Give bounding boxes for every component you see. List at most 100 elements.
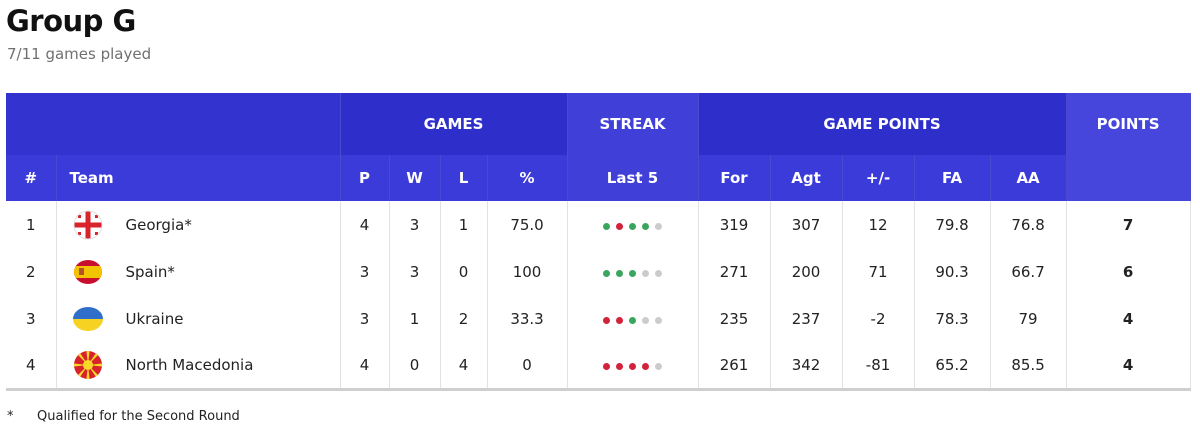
rank-cell: 3 bbox=[6, 295, 57, 342]
losses-cell: 1 bbox=[440, 201, 488, 248]
group-header-game-points: GAME POINTS bbox=[698, 93, 1067, 155]
table-row[interactable]: 1 Georgia* 4 3 1 75.0 319 307 12 79.8 76.8 7 bbox=[6, 201, 1191, 248]
for-cell: 261 bbox=[698, 342, 771, 389]
footnote-text: Qualified for the Second Round bbox=[37, 409, 240, 424]
played-cell: 4 bbox=[340, 342, 390, 389]
for-cell: 235 bbox=[698, 295, 771, 342]
col-header-played[interactable]: P bbox=[340, 155, 390, 201]
team-name[interactable]: Georgia* bbox=[125, 215, 192, 234]
streak-dot bbox=[616, 222, 624, 230]
streak-dots bbox=[603, 362, 663, 370]
pct-cell: 0 bbox=[487, 342, 568, 389]
losses-cell: 2 bbox=[440, 295, 488, 342]
for-cell: 271 bbox=[698, 248, 771, 295]
streak-dot bbox=[603, 316, 611, 324]
col-header-last5[interactable]: Last 5 bbox=[567, 155, 699, 201]
streak-dots bbox=[603, 269, 663, 277]
streak-dot bbox=[655, 362, 663, 370]
ukraine-flag-icon bbox=[70, 301, 106, 337]
spain-flag-icon bbox=[70, 254, 106, 290]
rank-cell: 2 bbox=[6, 248, 57, 295]
diff-cell: 12 bbox=[842, 201, 915, 248]
streak-dot bbox=[603, 362, 611, 370]
fa-cell: 78.3 bbox=[914, 295, 991, 342]
wins-cell: 3 bbox=[389, 248, 441, 295]
against-cell: 200 bbox=[770, 248, 843, 295]
col-header-aa[interactable]: AA bbox=[990, 155, 1067, 201]
col-header-pct[interactable]: % bbox=[487, 155, 568, 201]
fa-cell: 65.2 bbox=[914, 342, 991, 389]
streak-dot bbox=[616, 269, 624, 277]
team-cell[interactable]: Ukraine bbox=[56, 295, 341, 342]
losses-cell: 0 bbox=[440, 248, 488, 295]
team-name[interactable]: Spain* bbox=[125, 262, 175, 281]
against-cell: 342 bbox=[770, 342, 843, 389]
streak-dots bbox=[603, 316, 663, 324]
fa-cell: 79.8 bbox=[914, 201, 991, 248]
group-header-points: POINTS bbox=[1066, 93, 1191, 155]
col-header-losses[interactable]: L bbox=[440, 155, 488, 201]
streak-dot bbox=[616, 362, 624, 370]
aa-cell: 79 bbox=[990, 295, 1067, 342]
team-cell[interactable]: Georgia* bbox=[56, 201, 341, 248]
fa-cell: 90.3 bbox=[914, 248, 991, 295]
streak-cell bbox=[567, 248, 699, 295]
team-cell[interactable]: North Macedonia bbox=[56, 342, 341, 389]
col-header-rank[interactable]: # bbox=[6, 155, 57, 201]
aa-cell: 76.8 bbox=[990, 201, 1067, 248]
streak-dot bbox=[603, 222, 611, 230]
streak-dot bbox=[603, 269, 611, 277]
streak-dots bbox=[603, 222, 663, 230]
team-name[interactable]: North Macedonia bbox=[125, 355, 254, 374]
played-cell: 3 bbox=[340, 248, 390, 295]
standings-table: GAMES STREAK GAME POINTS POINTS # Team P… bbox=[6, 93, 1191, 391]
north-macedonia-flag-icon bbox=[70, 347, 106, 383]
losses-cell: 4 bbox=[440, 342, 488, 389]
pct-cell: 75.0 bbox=[487, 201, 568, 248]
wins-cell: 1 bbox=[389, 295, 441, 342]
streak-dot bbox=[616, 316, 624, 324]
streak-dot bbox=[642, 316, 650, 324]
streak-dot bbox=[629, 362, 637, 370]
group-header-streak: STREAK bbox=[567, 93, 699, 155]
table-row[interactable]: 4 North Macedonia 4 0 4 0 261 342 -81 65.2 85.5 4 bbox=[6, 342, 1191, 389]
group-header-games: GAMES bbox=[340, 93, 568, 155]
col-header-wins[interactable]: W bbox=[389, 155, 441, 201]
pct-cell: 33.3 bbox=[487, 295, 568, 342]
diff-cell: -2 bbox=[842, 295, 915, 342]
diff-cell: -81 bbox=[842, 342, 915, 389]
col-header-fa[interactable]: FA bbox=[914, 155, 991, 201]
games-played-subtitle: 7/11 games played bbox=[7, 45, 152, 63]
points-cell: 6 bbox=[1066, 248, 1191, 295]
streak-dot bbox=[629, 316, 637, 324]
streak-dot bbox=[642, 362, 650, 370]
against-cell: 237 bbox=[770, 295, 843, 342]
footnote: * Qualified for the Second Round bbox=[7, 409, 240, 424]
col-header-team[interactable]: Team bbox=[56, 155, 341, 201]
streak-dot bbox=[655, 269, 663, 277]
col-header-for[interactable]: For bbox=[698, 155, 771, 201]
played-cell: 3 bbox=[340, 295, 390, 342]
for-cell: 319 bbox=[698, 201, 771, 248]
table-row[interactable]: 2 Spain* 3 3 0 100 271 200 71 90.3 66.7 6 bbox=[6, 248, 1191, 295]
page-title: Group G bbox=[6, 4, 136, 38]
col-header-diff[interactable]: +/- bbox=[842, 155, 915, 201]
played-cell: 4 bbox=[340, 201, 390, 248]
streak-dot bbox=[642, 269, 650, 277]
rank-cell: 4 bbox=[6, 342, 57, 389]
streak-dot bbox=[629, 269, 637, 277]
team-cell[interactable]: Spain* bbox=[56, 248, 341, 295]
col-header-points-blank bbox=[1066, 155, 1191, 201]
column-header-row: # Team P W L % Last 5 For Agt +/- FA AA bbox=[6, 155, 1191, 201]
aa-cell: 85.5 bbox=[990, 342, 1067, 389]
col-header-against[interactable]: Agt bbox=[770, 155, 843, 201]
streak-dot bbox=[629, 222, 637, 230]
wins-cell: 0 bbox=[389, 342, 441, 389]
rank-cell: 1 bbox=[6, 201, 57, 248]
footnote-mark: * bbox=[7, 409, 14, 424]
table-row[interactable]: 3 Ukraine 3 1 2 33.3 235 237 -2 78.3 79 4 bbox=[6, 295, 1191, 342]
aa-cell: 66.7 bbox=[990, 248, 1067, 295]
group-header-row: GAMES STREAK GAME POINTS POINTS bbox=[6, 93, 1191, 155]
team-name[interactable]: Ukraine bbox=[125, 309, 184, 328]
pct-cell: 100 bbox=[487, 248, 568, 295]
